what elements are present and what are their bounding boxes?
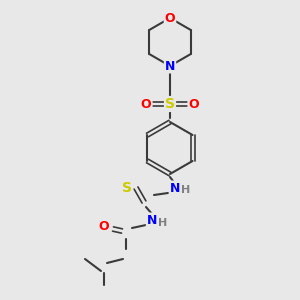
Text: O: O <box>165 11 175 25</box>
Text: S: S <box>165 97 175 111</box>
Text: O: O <box>141 98 151 110</box>
Text: N: N <box>165 59 175 73</box>
Text: N: N <box>170 182 180 194</box>
Text: H: H <box>158 218 168 228</box>
Text: O: O <box>99 220 109 233</box>
Text: H: H <box>182 185 190 195</box>
Text: N: N <box>147 214 157 226</box>
Text: O: O <box>189 98 199 110</box>
Text: S: S <box>122 181 132 195</box>
